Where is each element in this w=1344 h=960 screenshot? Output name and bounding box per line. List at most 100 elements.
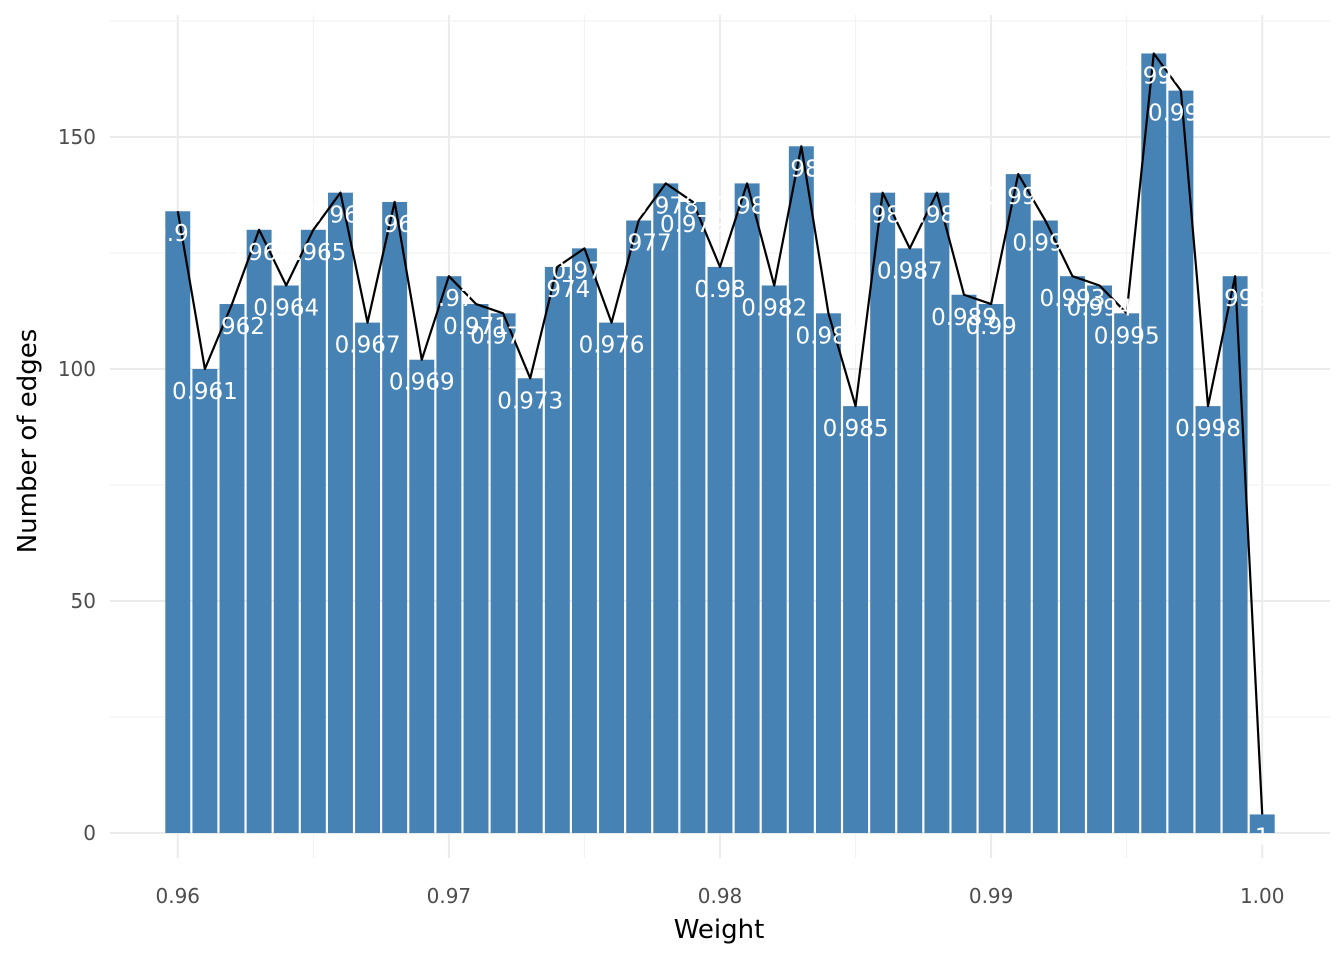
bar-label: 0.962: [199, 314, 265, 340]
bar: [544, 266, 570, 833]
bar-label: 0.965: [280, 240, 346, 266]
trend-line-group: [176, 52, 1264, 815]
bar-label: 0.984: [796, 323, 862, 349]
bar-label: 0.968: [362, 212, 428, 238]
bar: [382, 201, 408, 833]
trend-line: [176, 52, 1264, 815]
bar-label: 0.966: [308, 203, 374, 229]
bar-label: 0.99: [966, 314, 1017, 340]
bar: [246, 229, 272, 834]
x-axis-ticks: 0.96 0.97 0.98 0.99 1.00: [156, 884, 1285, 908]
bar: [924, 192, 950, 833]
bar: [436, 276, 462, 833]
bar: [355, 322, 381, 833]
bar: [897, 248, 923, 834]
bar-label: 0.986: [850, 203, 916, 229]
bar-label: 0.993: [1040, 286, 1106, 312]
bar-label: 0.999: [1202, 286, 1268, 312]
bar: [815, 313, 841, 833]
bar-label: 0.992: [1012, 231, 1078, 257]
bar-label: 0.983: [768, 156, 834, 182]
bar-label: 0.996: [1121, 63, 1187, 89]
bar-label: 0.96: [152, 221, 203, 247]
bar: [626, 220, 652, 833]
bar: [571, 248, 597, 834]
bar: [490, 313, 516, 833]
bar-label: 0.97: [423, 286, 474, 312]
bar-label: 1: [1255, 824, 1270, 850]
bar-labels: 0.96 0.961 0.962 0.963 0.964 0.965 0.966 0.967 0…: [152, 63, 1269, 850]
bar: [1114, 313, 1140, 833]
bar: [788, 146, 814, 833]
bar: [273, 285, 299, 834]
bar: [653, 183, 679, 833]
bar: [192, 369, 218, 833]
bar: [327, 192, 353, 833]
bar-label: 0.995: [1094, 323, 1160, 349]
x-tick-label: 0.98: [698, 884, 743, 908]
bar-label: 0.973: [497, 388, 563, 414]
bar-label: 0.963: [226, 240, 292, 266]
x-tick-label: 0.99: [969, 884, 1014, 908]
bar: [1222, 276, 1248, 833]
y-tick-label: 100: [58, 357, 96, 381]
bar: [680, 201, 706, 833]
bar: [1032, 220, 1058, 833]
bar: [978, 304, 1004, 833]
bar: [300, 229, 326, 834]
bar-label: 0.994: [1067, 295, 1133, 321]
bar-label: 0.988: [904, 203, 970, 229]
bar-label: 0.978: [633, 193, 699, 219]
bar: [165, 211, 191, 834]
y-tick-label: 50: [71, 589, 96, 613]
y-tick-label: 0: [83, 821, 96, 845]
bar: [1141, 53, 1167, 834]
bar-label: 0.985: [823, 416, 889, 442]
bar-label: 0.998: [1175, 416, 1241, 442]
y-axis-ticks: 0 50 100 150: [58, 125, 96, 845]
bar: [734, 183, 760, 833]
bar: [707, 266, 733, 833]
bar: [517, 378, 543, 833]
bar-label: 0.981: [714, 193, 780, 219]
bar-label: 0.967: [335, 333, 401, 359]
bar: [1087, 285, 1113, 834]
x-tick-label: 0.96: [156, 884, 201, 908]
y-tick-label: 150: [58, 125, 96, 149]
bar: [1005, 174, 1031, 833]
bar: [219, 304, 245, 833]
bar-label: 0.987: [877, 258, 943, 284]
bar: [463, 304, 489, 833]
bar-label: 0.989: [931, 305, 997, 331]
bar: [761, 285, 787, 834]
bar-label: 0.975: [552, 258, 618, 284]
x-tick-label: 1.00: [1240, 884, 1285, 908]
y-axis-title: Number of edges: [13, 329, 43, 554]
bar-label: 0.979: [660, 212, 726, 238]
bar-label: 0.997: [1148, 101, 1214, 127]
bar: [843, 406, 869, 833]
bar-label: 0.971: [443, 314, 509, 340]
bar-label: 0.969: [389, 370, 455, 396]
bar: [1059, 276, 1085, 833]
bar: [951, 294, 977, 833]
bar-label: 0.972: [470, 323, 536, 349]
bar-label: 0.98: [694, 277, 745, 303]
bar: [1168, 90, 1194, 834]
x-axis-title: Weight: [674, 915, 765, 945]
bar: [599, 322, 625, 833]
bar-label: 0.974: [524, 277, 590, 303]
bar: [870, 192, 896, 833]
x-tick-label: 0.97: [427, 884, 472, 908]
bar: [1195, 406, 1221, 833]
bar-label: 0.964: [253, 295, 319, 321]
bar-label: 0.961: [172, 379, 238, 405]
bars: [165, 53, 1275, 834]
bar-label: 0.991: [985, 184, 1051, 210]
bar-label: 0.982: [741, 295, 807, 321]
bar-label: 0.976: [579, 333, 645, 359]
bar: [409, 359, 435, 833]
bar-label: 0.977: [606, 231, 672, 257]
bar: [1249, 814, 1275, 833]
